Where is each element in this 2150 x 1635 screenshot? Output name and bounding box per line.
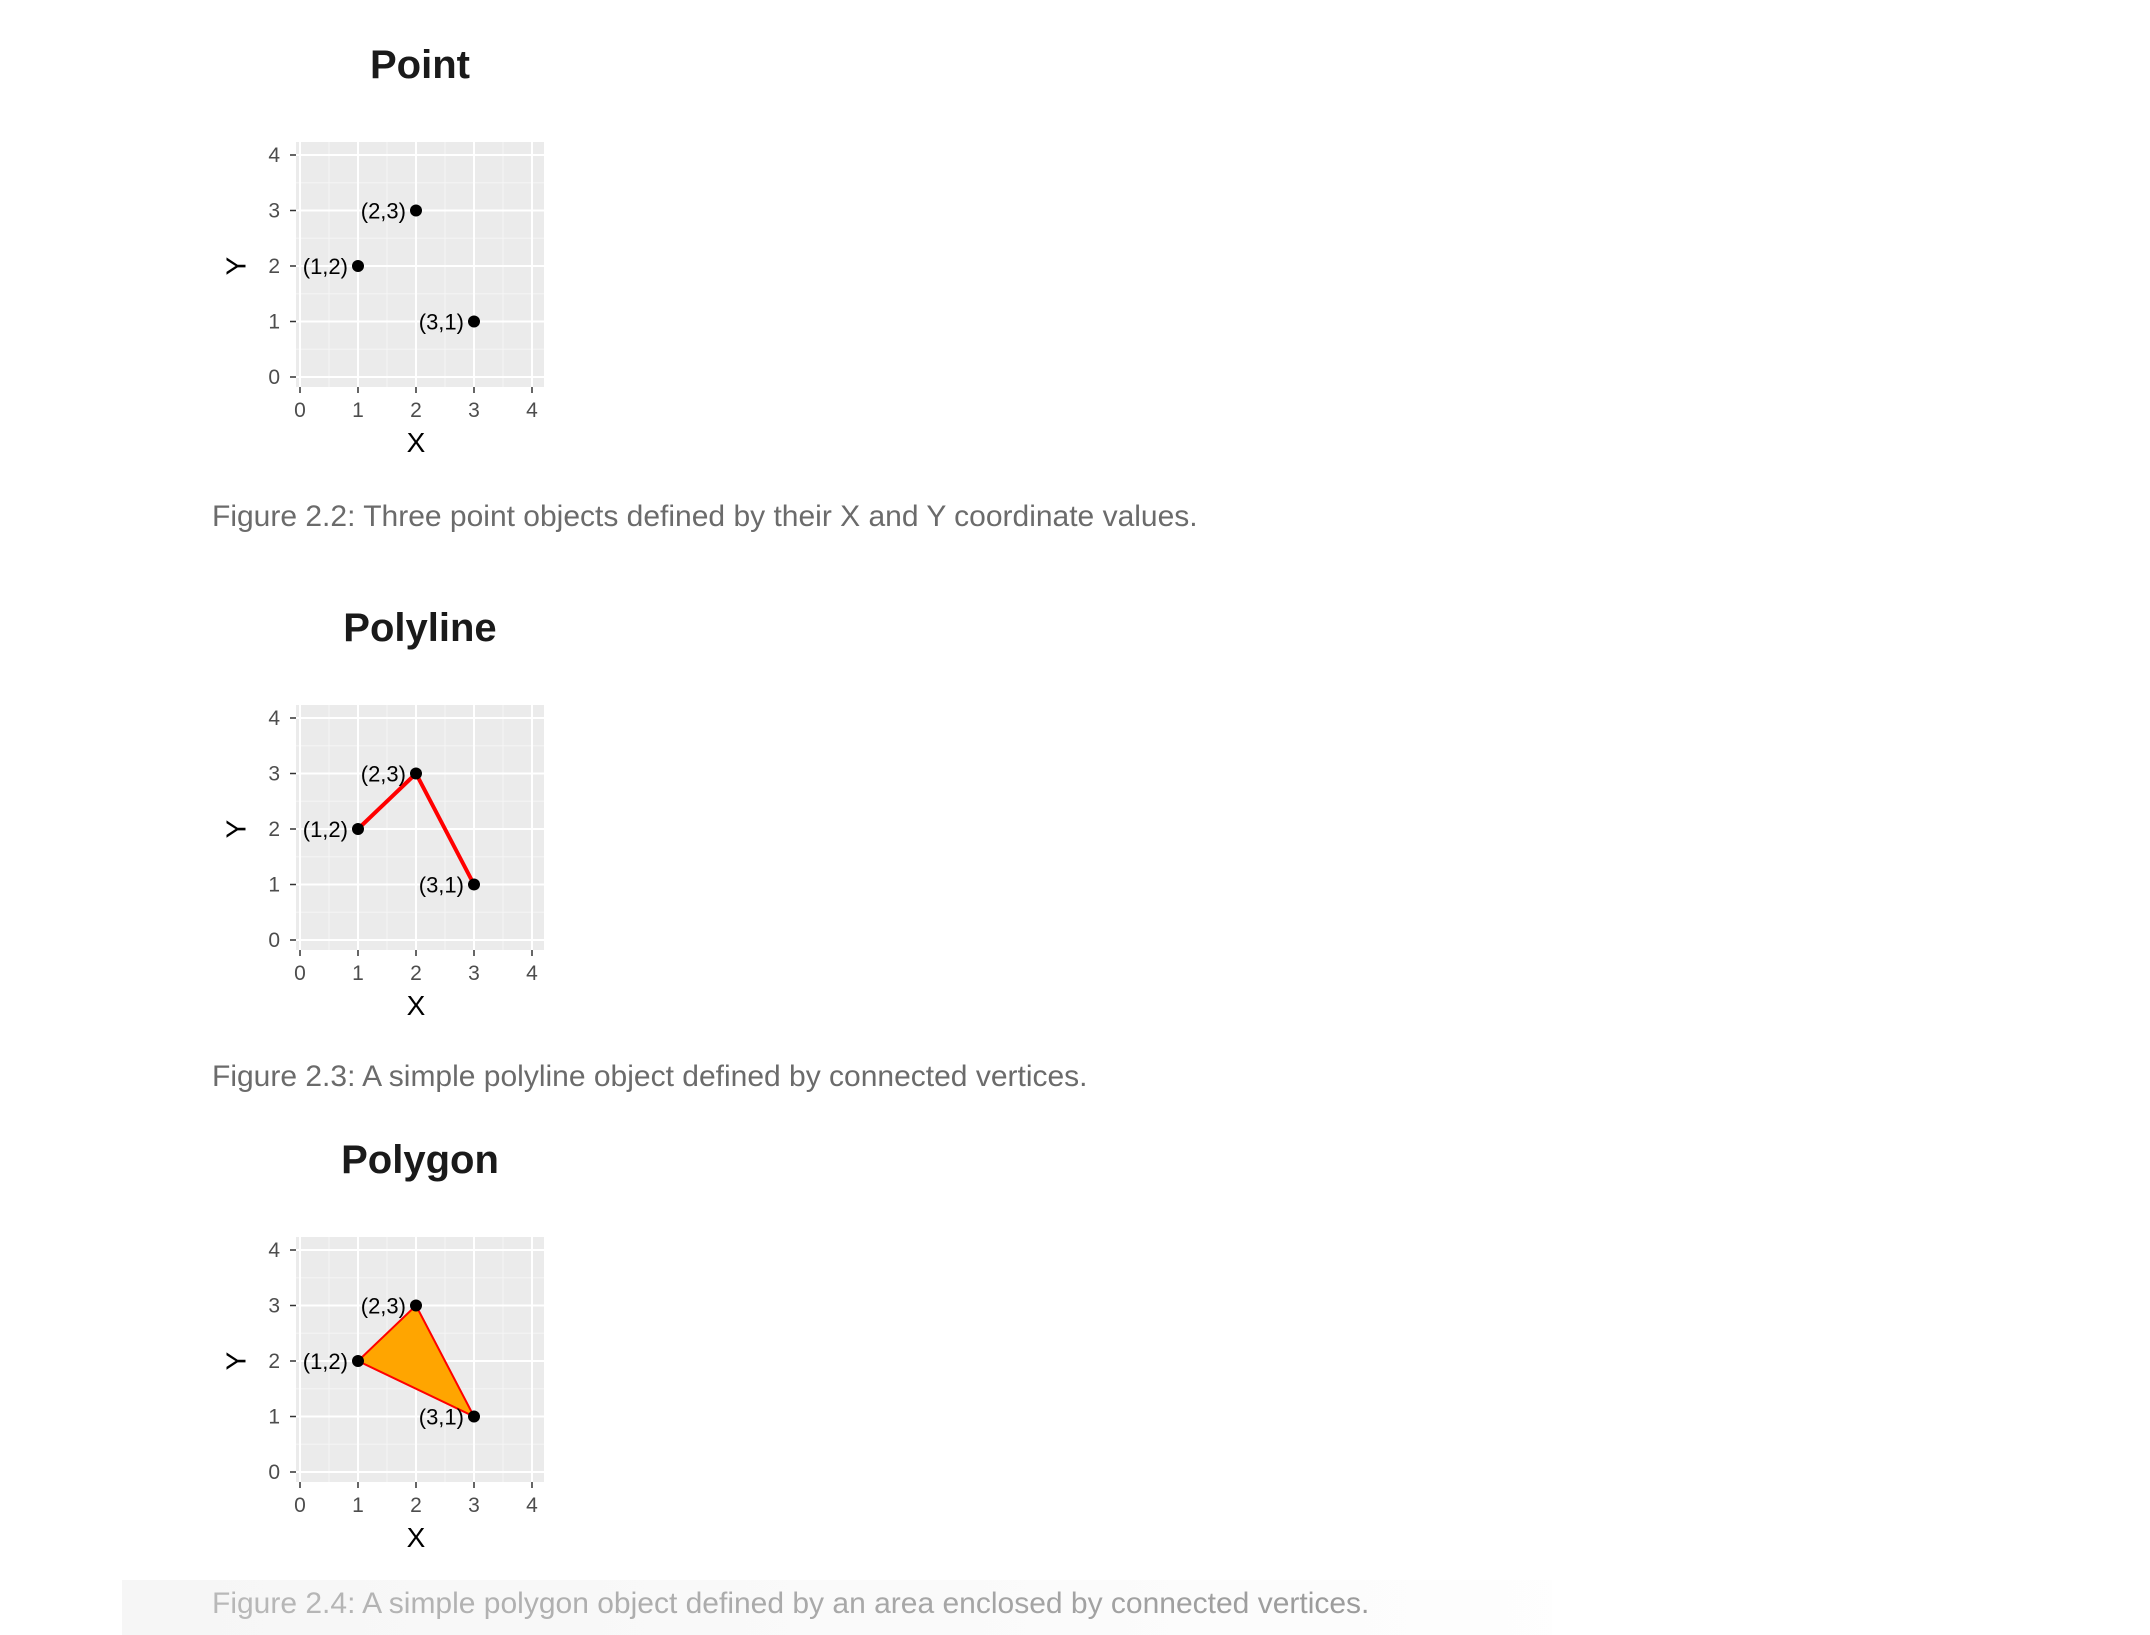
x-tick-label: 3 <box>468 399 480 422</box>
figure-point: Point 0 1 2 3 4 0 1 2 3 4 X Y (1,2) (2,3) (3,1) Figure … <box>0 0 2150 560</box>
y-tick-label: 3 <box>268 763 280 786</box>
data-point <box>352 1355 364 1367</box>
point-label: (2,3) <box>361 762 406 787</box>
x-tick-label: 2 <box>410 399 422 422</box>
point-label: (3,1) <box>419 873 464 898</box>
x-axis-title: X <box>407 427 426 458</box>
y-axis-title: Y <box>221 819 252 838</box>
x-tick-label: 2 <box>410 1494 422 1517</box>
x-tick-label: 0 <box>294 962 306 985</box>
y-tick-label: 3 <box>268 1295 280 1318</box>
point-label: (3,1) <box>419 310 464 335</box>
x-tick-label: 4 <box>526 1494 538 1517</box>
data-point <box>468 878 480 891</box>
plot-title: Polygon <box>341 1138 499 1182</box>
y-tick-label: 2 <box>268 255 280 278</box>
plot-title: Point <box>370 43 470 87</box>
figure-caption-point: Figure 2.2: Three point objects defined … <box>212 500 1198 533</box>
chart-polygon: Polygon 0 1 2 3 4 0 1 2 3 4 X Y (1,2) (2,3) (3,1) <box>221 1138 544 1553</box>
figure-caption-polyline: Figure 2.3: A simple polyline object def… <box>212 1060 1088 1093</box>
figure-caption-polygon: Figure 2.4: A simple polygon object defi… <box>212 1587 1370 1620</box>
y-tick-label: 4 <box>268 144 280 167</box>
x-tick-label: 0 <box>294 399 306 422</box>
data-point <box>410 204 422 217</box>
polygon-shape <box>356 1303 477 1419</box>
y-axis-title: Y <box>221 256 252 275</box>
x-tick-label: 1 <box>352 962 364 985</box>
data-point <box>468 315 480 328</box>
x-tick-label: 2 <box>410 962 422 985</box>
y-axis-title: Y <box>221 1351 252 1370</box>
y-tick-label: 2 <box>268 1350 280 1373</box>
point-label: (2,3) <box>361 1294 406 1319</box>
x-axis-title: X <box>407 990 426 1021</box>
y-tick-label: 1 <box>268 1406 280 1429</box>
y-tick-label: 2 <box>268 818 280 841</box>
x-tick-label: 4 <box>526 399 538 422</box>
y-tick-label: 4 <box>268 707 280 730</box>
x-tick-label: 1 <box>352 1494 364 1517</box>
figure-polyline: Polyline 0 1 2 3 4 0 1 2 3 4 X Y (1,2) (2,3) (3,1) Figu… <box>0 563 2150 1103</box>
point-label: (3,1) <box>419 1405 464 1430</box>
x-tick-label: 3 <box>468 962 480 985</box>
point-label: (1,2) <box>303 1349 348 1374</box>
chart-point: Point 0 1 2 3 4 0 1 2 3 4 X Y (1,2) (2,3) (3,1) <box>221 43 544 458</box>
data-point <box>352 260 364 272</box>
data-point <box>352 823 364 835</box>
figure-polygon: Polygon 0 1 2 3 4 0 1 2 3 4 X Y (1,2) (2,3) (3,1) Figur… <box>0 1095 2150 1635</box>
data-point <box>468 1410 480 1423</box>
chart-polyline: Polyline 0 1 2 3 4 0 1 2 3 4 X Y (1,2) (2,3) (3,1) <box>221 606 544 1021</box>
point-label: (2,3) <box>361 199 406 224</box>
x-tick-label: 0 <box>294 1494 306 1517</box>
x-tick-label: 3 <box>468 1494 480 1517</box>
x-tick-label: 1 <box>352 399 364 422</box>
x-tick-label: 4 <box>526 962 538 985</box>
point-label: (1,2) <box>303 817 348 842</box>
data-point <box>410 767 422 780</box>
y-tick-label: 0 <box>268 1461 280 1484</box>
y-tick-label: 3 <box>268 200 280 223</box>
plot-title: Polyline <box>343 606 496 650</box>
y-tick-label: 0 <box>268 929 280 952</box>
y-tick-label: 1 <box>268 311 280 334</box>
y-tick-label: 4 <box>268 1239 280 1262</box>
x-axis-title: X <box>407 1522 426 1553</box>
y-tick-label: 0 <box>268 366 280 389</box>
y-tick-label: 1 <box>268 874 280 897</box>
point-label: (1,2) <box>303 254 348 279</box>
data-point <box>410 1299 422 1312</box>
